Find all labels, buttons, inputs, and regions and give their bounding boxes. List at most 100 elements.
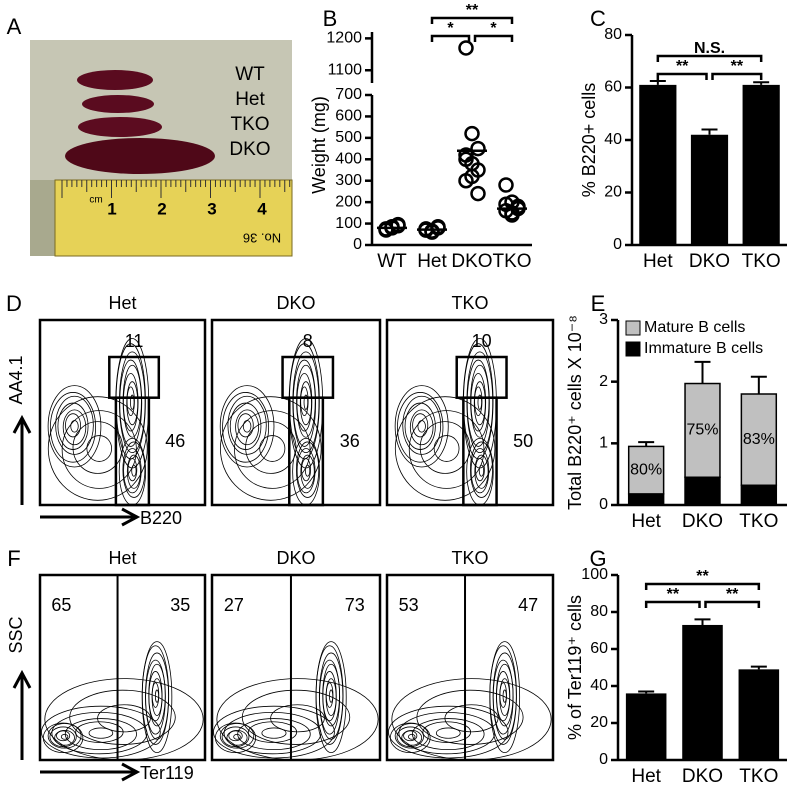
significance-bracket xyxy=(656,72,708,80)
legend-swatch xyxy=(625,341,641,357)
panel-label: F xyxy=(7,546,20,571)
x-tick-label: Het xyxy=(631,766,661,787)
contour xyxy=(270,704,325,733)
contour xyxy=(88,727,114,739)
spleen xyxy=(65,138,215,174)
point xyxy=(464,125,480,142)
significance-bracket xyxy=(644,582,761,590)
contour xyxy=(474,454,489,489)
point xyxy=(470,185,486,202)
contour xyxy=(408,410,485,489)
ruler-unit: cm xyxy=(89,195,102,206)
contour xyxy=(296,364,316,438)
contour xyxy=(470,448,490,494)
contour xyxy=(475,458,485,482)
flow-plot-title: DKO xyxy=(276,548,315,568)
flow-plot-title: TKO xyxy=(451,548,488,568)
y-tick-label: 0 xyxy=(353,236,362,253)
panel-label: C xyxy=(590,6,606,31)
y-tick-label: 40 xyxy=(590,677,608,694)
y-tick-label: 20 xyxy=(604,184,622,201)
y-tick-label: 2 xyxy=(599,373,608,390)
contour xyxy=(409,409,434,446)
flow-plot-title: DKO xyxy=(276,293,315,313)
significance-label: ** xyxy=(696,568,709,585)
contour xyxy=(86,435,113,462)
panel-label: D xyxy=(6,291,22,316)
contour xyxy=(416,689,524,745)
contour xyxy=(315,641,347,753)
y-tick-label: 1100 xyxy=(328,61,363,78)
contour xyxy=(47,396,148,501)
contour xyxy=(241,689,351,745)
y-tick-label: 1 xyxy=(599,435,608,452)
contour xyxy=(394,396,496,501)
significance-label: * xyxy=(490,20,497,37)
flow-y-label: AA4.1 xyxy=(6,355,26,404)
bar xyxy=(639,84,677,245)
contour xyxy=(60,733,69,740)
x-tick-label: DKO xyxy=(689,251,730,272)
error-bar xyxy=(694,360,711,384)
y-tick-label: 40 xyxy=(604,131,622,148)
significance-bracket xyxy=(656,54,763,62)
y-axis-label: % of Ter119⁺ cells xyxy=(565,595,585,740)
x-tick-label: DKO xyxy=(682,766,723,787)
y-tick-label: 300 xyxy=(335,172,362,189)
contour xyxy=(397,392,444,463)
contour xyxy=(417,420,426,433)
contour xyxy=(47,385,102,468)
x-tick-label: WT xyxy=(377,251,407,272)
contour xyxy=(394,723,429,749)
bar-segment xyxy=(627,493,665,506)
contour xyxy=(304,464,311,477)
contour xyxy=(245,421,297,474)
gate-value: 27 xyxy=(224,595,244,615)
contour xyxy=(219,385,275,468)
contour xyxy=(469,441,493,498)
contour xyxy=(122,364,142,438)
significance-bracket xyxy=(430,16,514,24)
y-tick-label: 3 xyxy=(599,311,608,328)
y-tick-label: 60 xyxy=(590,640,608,657)
significance-bracket xyxy=(704,600,761,608)
error-bar xyxy=(750,375,767,394)
bar xyxy=(625,693,667,760)
legend-label: Mature B cells xyxy=(644,319,745,336)
contour xyxy=(44,678,204,761)
flow-plot-title: Het xyxy=(108,548,136,568)
x-tick-label: TKO xyxy=(739,511,778,532)
x-tick-label: DKO xyxy=(451,251,492,272)
contour xyxy=(419,421,471,474)
y-tick-label: 200 xyxy=(335,193,362,210)
flow-plot-title: Het xyxy=(108,293,136,313)
gate-value: 8 xyxy=(303,331,313,351)
gate-value: 46 xyxy=(165,431,185,451)
contour xyxy=(64,718,137,751)
bar-segment xyxy=(740,484,778,506)
ruler-number: 1 xyxy=(107,199,116,218)
contour xyxy=(219,396,322,501)
axis-arrow xyxy=(12,669,32,760)
error-bar xyxy=(638,441,655,447)
gate-value: 36 xyxy=(340,431,360,451)
significance-label: N.S. xyxy=(694,40,725,57)
significance-label: ** xyxy=(731,58,744,75)
y-tick-label: 60 xyxy=(604,79,622,96)
gate xyxy=(114,396,151,507)
x-tick-label: TKO xyxy=(742,251,781,272)
panel-label: G xyxy=(589,546,606,571)
flow-plot-frame xyxy=(385,318,555,507)
contour xyxy=(412,718,485,751)
y-tick-label: 100 xyxy=(335,215,362,232)
gate-value: 53 xyxy=(399,595,419,615)
y-axis-label: % B220+ cells xyxy=(579,83,599,198)
contour xyxy=(261,727,287,739)
y-tick-label: 20 xyxy=(590,714,608,731)
x-tick-label: TKO xyxy=(492,251,531,272)
flow-x-label: Ter119 xyxy=(140,763,194,783)
spleen xyxy=(78,117,162,137)
contour xyxy=(49,392,97,463)
spleen xyxy=(82,95,154,113)
